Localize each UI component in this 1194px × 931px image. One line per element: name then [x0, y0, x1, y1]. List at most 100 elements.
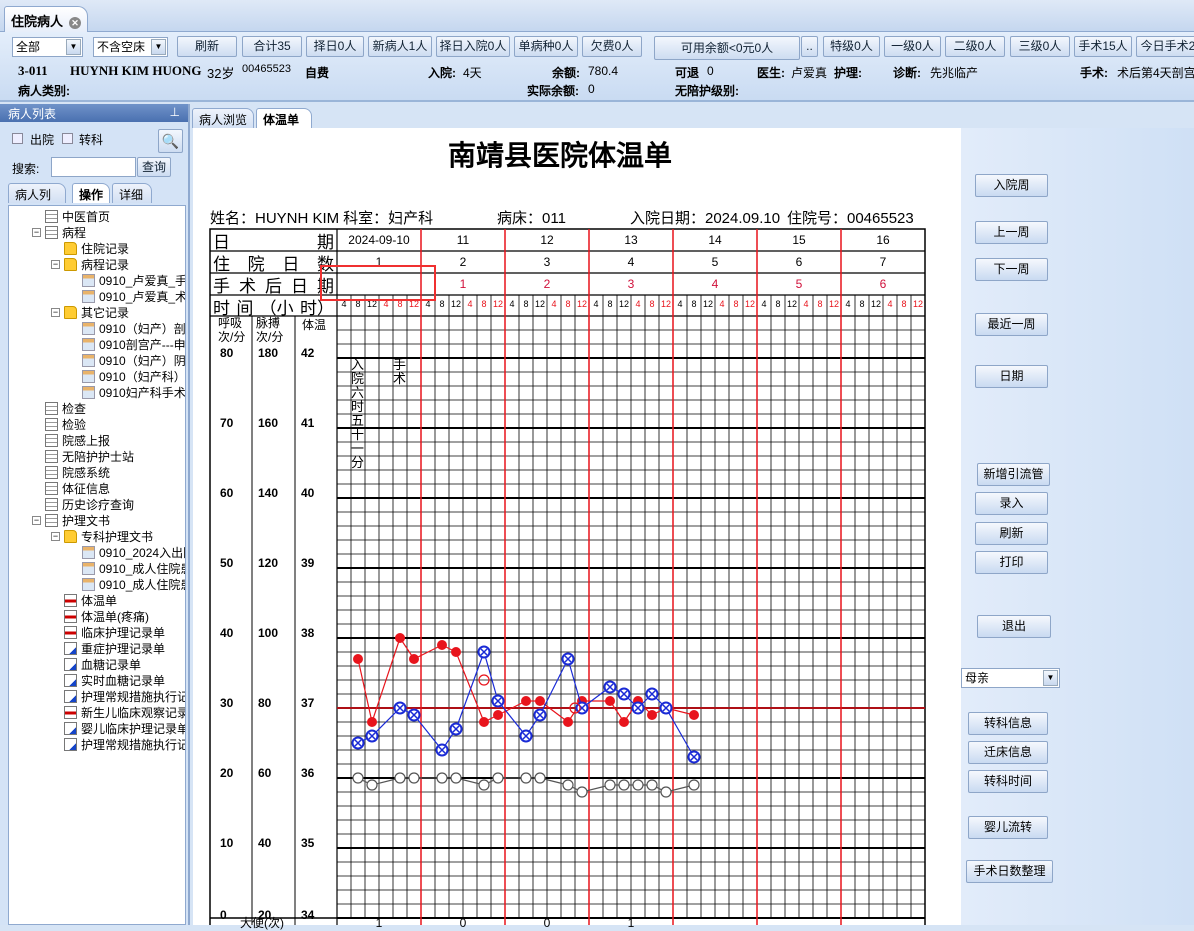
- select-day-button[interactable]: 择日0人: [306, 36, 364, 57]
- transfer-time-button[interactable]: 转科时间: [968, 770, 1048, 793]
- tab-patient-browse[interactable]: 病人浏览: [192, 108, 254, 128]
- tab-inpatients[interactable]: 住院病人 ✕: [4, 6, 88, 32]
- grade3-button[interactable]: 三级0人: [1010, 36, 1070, 57]
- sheet-border: [209, 228, 926, 925]
- tree-item[interactable]: 住院记录: [64, 241, 129, 257]
- row-label-time: 时间（小 时）: [213, 295, 334, 318]
- tree-item[interactable]: 中医首页: [45, 209, 110, 225]
- collapse-icon[interactable]: −: [32, 515, 41, 525]
- tree-item[interactable]: 0910_卢爱真_手术: [82, 273, 185, 289]
- transfer-checkbox[interactable]: [62, 133, 73, 144]
- tree-item[interactable]: 婴儿临床护理记录单: [64, 721, 185, 737]
- tree-item[interactable]: 体温单: [64, 593, 117, 609]
- tree-item[interactable]: 0910_2024入出院: [82, 545, 185, 561]
- next-week-button[interactable]: 下一周: [975, 258, 1048, 281]
- tab-details[interactable]: 详细: [112, 183, 152, 203]
- collapse-icon[interactable]: −: [32, 227, 41, 237]
- tree-item[interactable]: 院感系统: [45, 465, 110, 481]
- collapse-icon[interactable]: −: [51, 307, 60, 317]
- tree-item[interactable]: 新生儿临床观察记录单: [64, 705, 185, 721]
- tree-item[interactable]: 0910（妇产科）-: [82, 369, 185, 385]
- tab-temperature-chart[interactable]: 体温单: [256, 108, 312, 128]
- enter-button[interactable]: 录入: [975, 492, 1048, 515]
- tree-item[interactable]: 0910_卢爱真_术后: [82, 289, 185, 305]
- collapse-icon[interactable]: −: [51, 531, 60, 541]
- surgery-days-button[interactable]: 手术日数整理: [966, 860, 1053, 883]
- prev-week-button[interactable]: 上一周: [975, 221, 1048, 244]
- total-button[interactable]: 合计35: [242, 36, 302, 57]
- row-label-char: 日: [282, 254, 300, 274]
- pulse-point: [563, 717, 573, 727]
- relation-select[interactable]: 母亲 ▼: [961, 668, 1060, 688]
- filter-select[interactable]: 全部 ▼: [12, 37, 83, 57]
- tree-item[interactable]: 历史诊疗查询: [45, 497, 134, 513]
- tree-item-label: 0910_成人住院患: [99, 578, 186, 592]
- search-input[interactable]: [51, 157, 136, 177]
- tree-item[interactable]: 体温单(疼痛): [64, 609, 149, 625]
- tree-item[interactable]: 院感上报: [45, 433, 110, 449]
- collapse-icon[interactable]: −: [51, 259, 60, 269]
- pulse-point: [521, 696, 531, 706]
- stool-label: 大便(次): [240, 916, 284, 930]
- today-surgery-button[interactable]: 今日手术2: [1136, 36, 1194, 57]
- temp-scale-label: 35: [301, 836, 315, 850]
- new-patient-button[interactable]: 新病人1人: [368, 36, 432, 57]
- grade2-button[interactable]: 二级0人: [945, 36, 1005, 57]
- tree-item[interactable]: 检查: [45, 401, 86, 417]
- stool-cell: 0: [459, 916, 467, 930]
- infant-transfer-button[interactable]: 婴儿流转: [968, 816, 1048, 839]
- select-day-admit-button[interactable]: 择日入院0人: [436, 36, 510, 57]
- tree-item[interactable]: 病程记录: [64, 257, 129, 273]
- single-disease-button[interactable]: 单病种0人: [514, 36, 578, 57]
- tree-item[interactable]: 实时血糖记录单: [64, 673, 165, 689]
- chevron-down-icon[interactable]: ▼: [151, 39, 166, 55]
- add-drain-button[interactable]: 新增引流管: [977, 463, 1050, 486]
- surgery-button[interactable]: 手术15人: [1074, 36, 1132, 57]
- more-button[interactable]: ..: [801, 36, 818, 57]
- tree-item[interactable]: 血糖记录单: [64, 657, 141, 673]
- exit-button[interactable]: 退出: [977, 615, 1051, 638]
- tree-item[interactable]: 0910（妇产）阴道: [82, 353, 185, 369]
- refresh-button[interactable]: 刷新: [975, 522, 1048, 545]
- search-icon[interactable]: 🔍: [158, 129, 183, 153]
- tree-item[interactable]: 专科护理文书: [64, 529, 153, 545]
- tree-item[interactable]: 临床护理记录单: [64, 625, 165, 641]
- recent-week-button[interactable]: 最近一周: [975, 313, 1048, 336]
- tab-operations[interactable]: 操作: [72, 183, 110, 203]
- query-button[interactable]: 查询: [137, 157, 171, 177]
- refundable-label: 可退: [675, 66, 700, 80]
- admit-week-button[interactable]: 入院周: [975, 174, 1048, 197]
- grade1-button[interactable]: 一级0人: [884, 36, 941, 57]
- tree-item[interactable]: 检验: [45, 417, 86, 433]
- date-button[interactable]: 日期: [975, 365, 1048, 388]
- tree-item[interactable]: 0910剖宫产---申请: [82, 337, 185, 353]
- tree-item[interactable]: 护理常规措施执行记录: [64, 737, 185, 753]
- special-grade-button[interactable]: 特级0人: [823, 36, 880, 57]
- tree-item[interactable]: 0910妇产科手术三: [82, 385, 185, 401]
- tree-item[interactable]: 体征信息: [45, 481, 110, 497]
- transfer-info-button[interactable]: 转科信息: [968, 712, 1048, 735]
- discharged-checkbox[interactable]: [12, 133, 23, 144]
- tree-item[interactable]: 重症护理记录单: [64, 641, 165, 657]
- hour-cell: 4: [803, 299, 809, 309]
- temp-column-label: 体温: [302, 318, 327, 332]
- tree-item[interactable]: 0910_成人住院患: [82, 577, 186, 593]
- print-button[interactable]: 打印: [975, 551, 1048, 574]
- balance-below-zero-button[interactable]: 可用余额<0元0人: [654, 36, 800, 60]
- bed-select[interactable]: 不含空床 ▼: [93, 37, 168, 57]
- bed-move-info-button[interactable]: 迁床信息: [968, 741, 1048, 764]
- arrears-button[interactable]: 欠费0人: [582, 36, 642, 57]
- tree-item[interactable]: 病程: [45, 225, 86, 241]
- chevron-down-icon[interactable]: ▼: [1043, 670, 1058, 686]
- close-icon[interactable]: ✕: [69, 16, 82, 29]
- refresh-button[interactable]: 刷新: [177, 36, 237, 57]
- inpatient-number-field: 住院号：00465523: [787, 210, 914, 227]
- tree-item[interactable]: 护理常规措施执行记录: [64, 689, 185, 705]
- tree-item[interactable]: 0910（妇产）剖宫: [82, 321, 185, 337]
- tree-item[interactable]: 0910_成人住院患: [82, 561, 185, 577]
- chevron-down-icon[interactable]: ▼: [66, 39, 81, 55]
- tree-item[interactable]: 无陪护护士站: [45, 449, 134, 465]
- tree-item[interactable]: 护理文书: [45, 513, 110, 529]
- pin-icon[interactable]: ⊥: [169, 105, 180, 119]
- tree-item[interactable]: 其它记录: [64, 305, 129, 321]
